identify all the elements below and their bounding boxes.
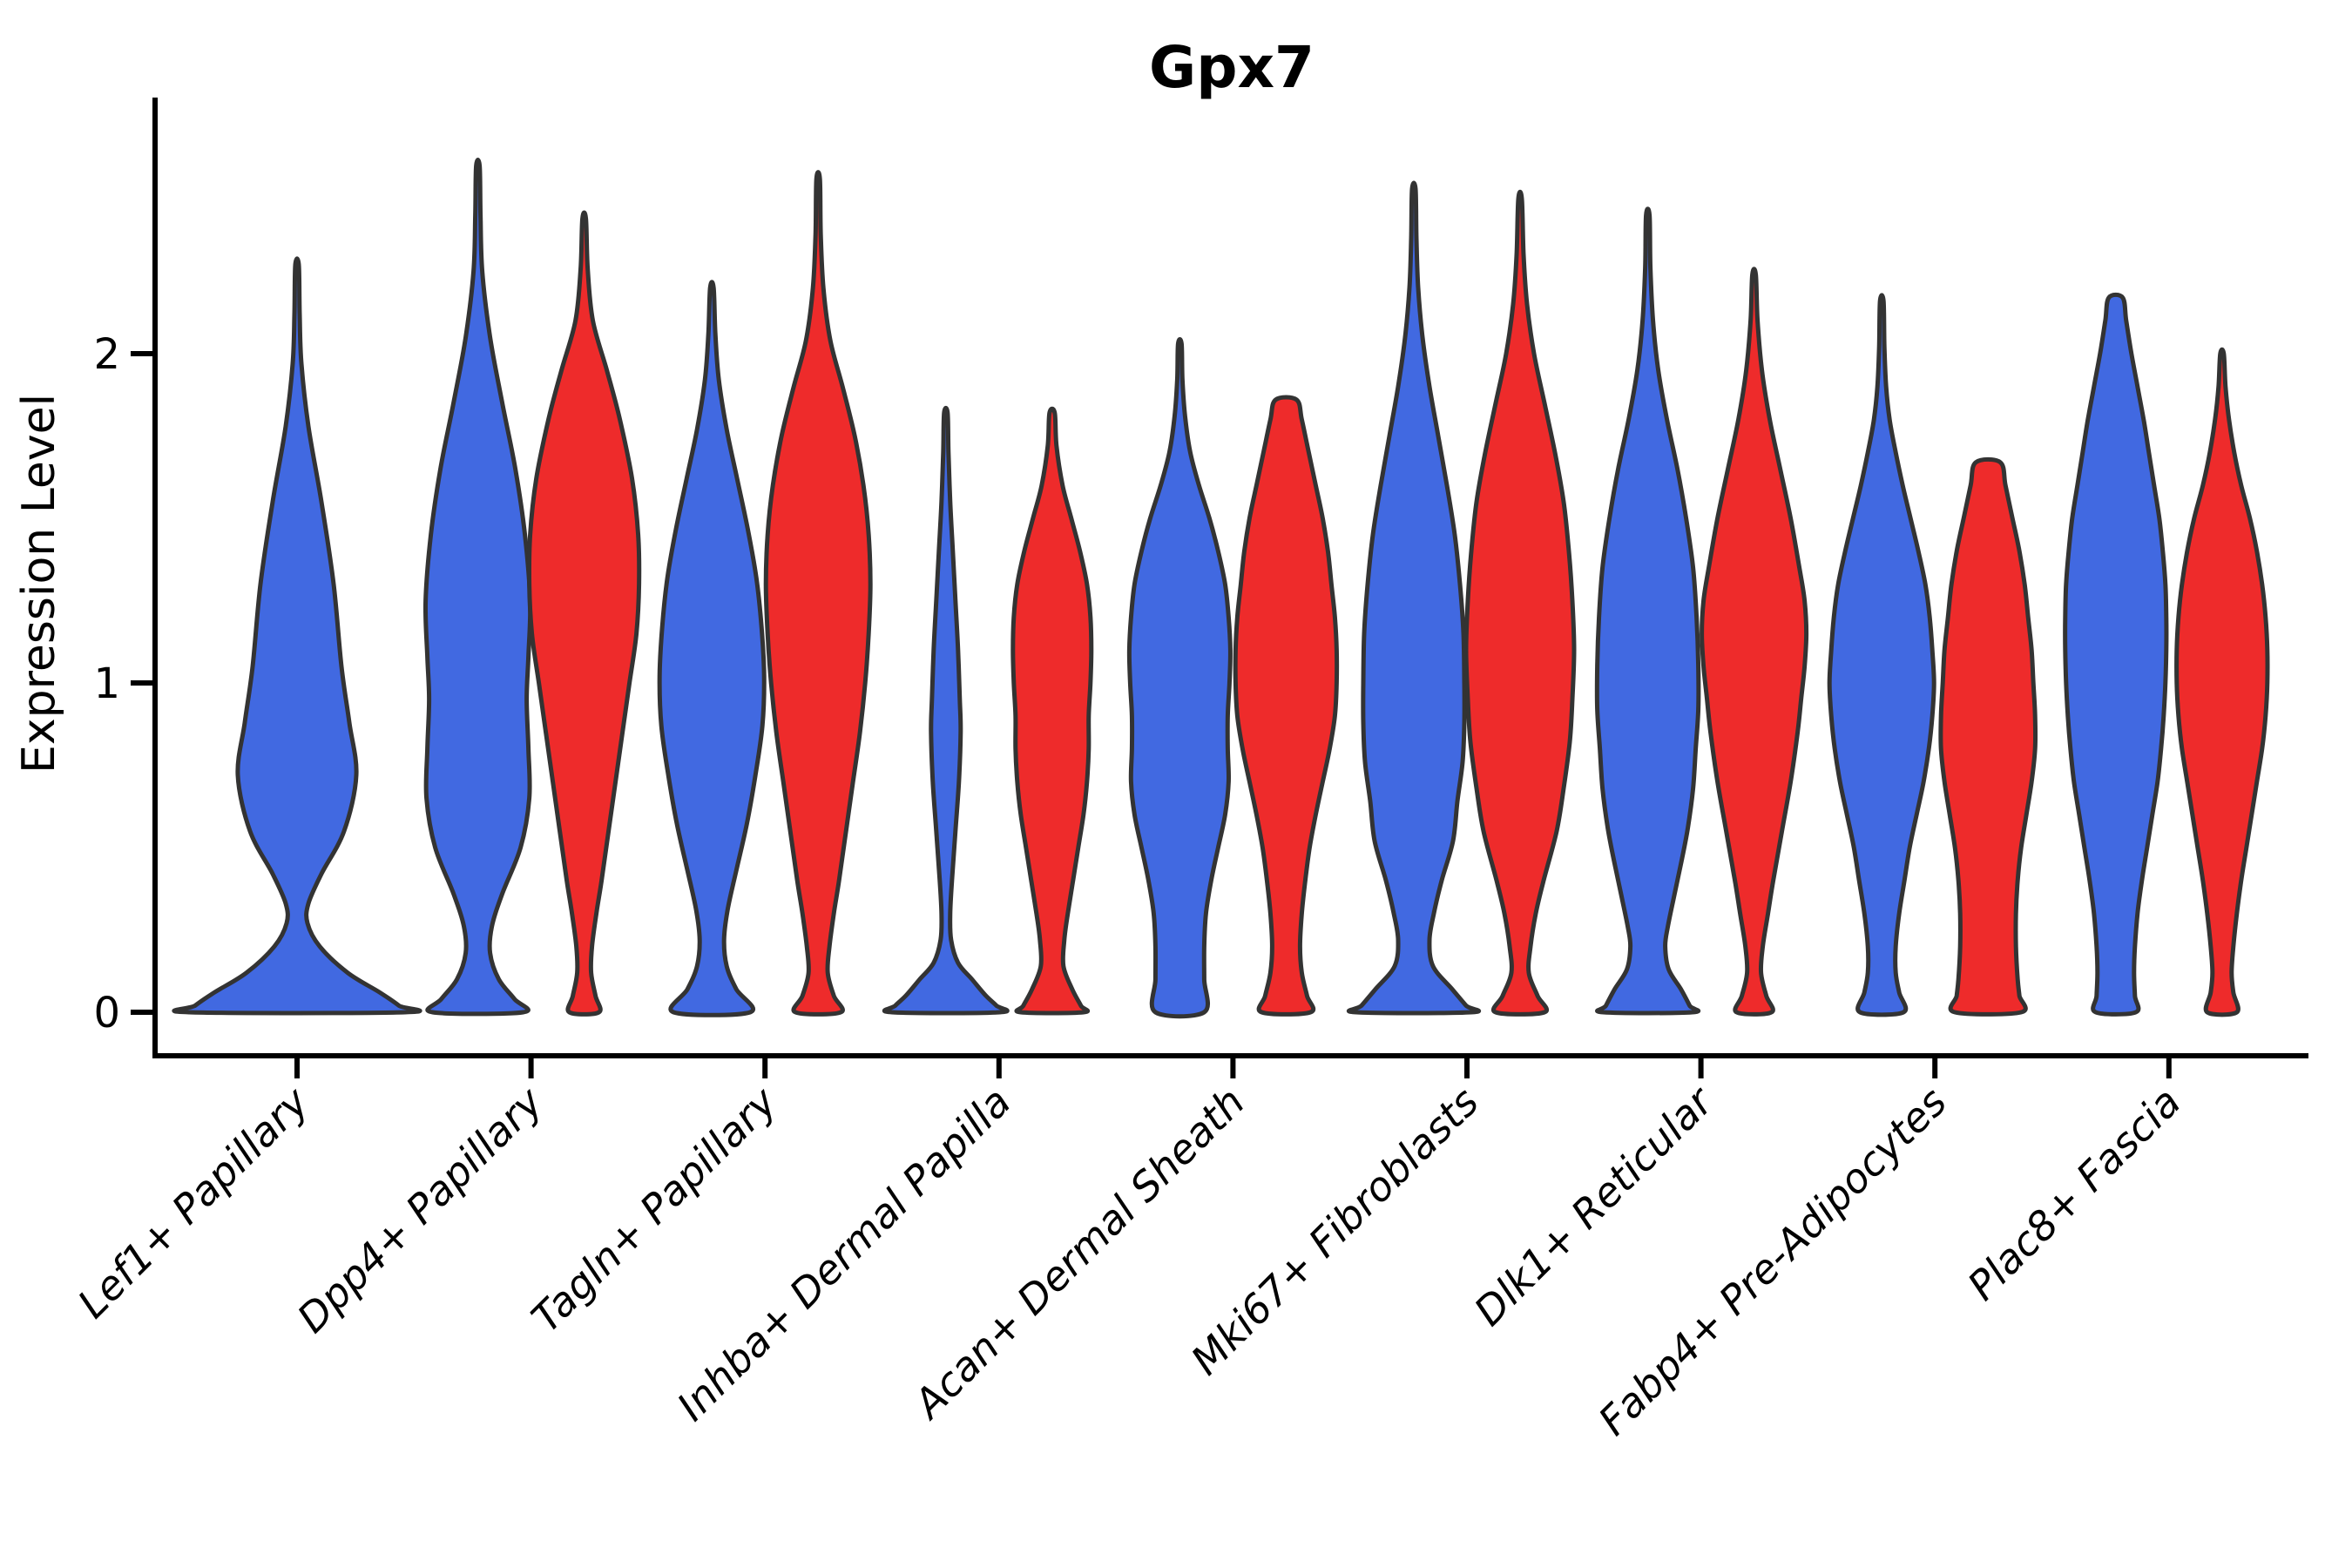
y-tick-label: 0 — [93, 989, 120, 1037]
violin-fabp4-pre-adipocytes-red — [1938, 456, 2038, 1017]
x-category-label: Dlk1+ Reticular — [1465, 1076, 1724, 1335]
violin-plac8-fascia-red — [2174, 347, 2270, 1017]
violin-mki67-fibroblasts-blue — [1347, 180, 1481, 1016]
x-category-label: Plac8+ Fascia — [1958, 1078, 2189, 1309]
violin-inhba-dermal-papilla-blue — [882, 405, 1010, 1016]
violin-acan-dermal-sheath-red — [1233, 395, 1340, 1017]
violin-acan-dermal-sheath-blue — [1126, 336, 1233, 1019]
y-tick-label: 1 — [93, 659, 120, 708]
violin-tagln-papillary-blue — [657, 280, 767, 1017]
violin-lef1-papillary-blue — [172, 256, 422, 1016]
chart-title: Gpx7 — [1149, 34, 1315, 101]
violin-dlk1-reticular-red — [1700, 267, 1809, 1017]
x-category-label: Tagln+ Papillary — [523, 1078, 787, 1342]
violin-plac8-fascia-blue — [2063, 292, 2169, 1017]
x-category-label: Dpp4+ Papillary — [288, 1078, 552, 1342]
violin-tagln-papillary-red — [763, 170, 873, 1017]
violin-mki67-fibroblasts-red — [1463, 189, 1577, 1017]
y-axis-label: Expression Level — [13, 394, 65, 774]
y-tick-label: 2 — [93, 330, 120, 379]
violin-dlk1-reticular-blue — [1594, 206, 1701, 1016]
violin-fabp4-pre-adipocytes-blue — [1827, 293, 1936, 1017]
violin-dpp4-papillary-red — [526, 210, 642, 1017]
violins-layer — [172, 157, 2270, 1019]
violin-inhba-dermal-papilla-red — [1010, 406, 1094, 1016]
x-category-label: Lef1+ Papillary — [69, 1078, 318, 1327]
violin-dpp4-papillary-blue — [422, 157, 533, 1017]
